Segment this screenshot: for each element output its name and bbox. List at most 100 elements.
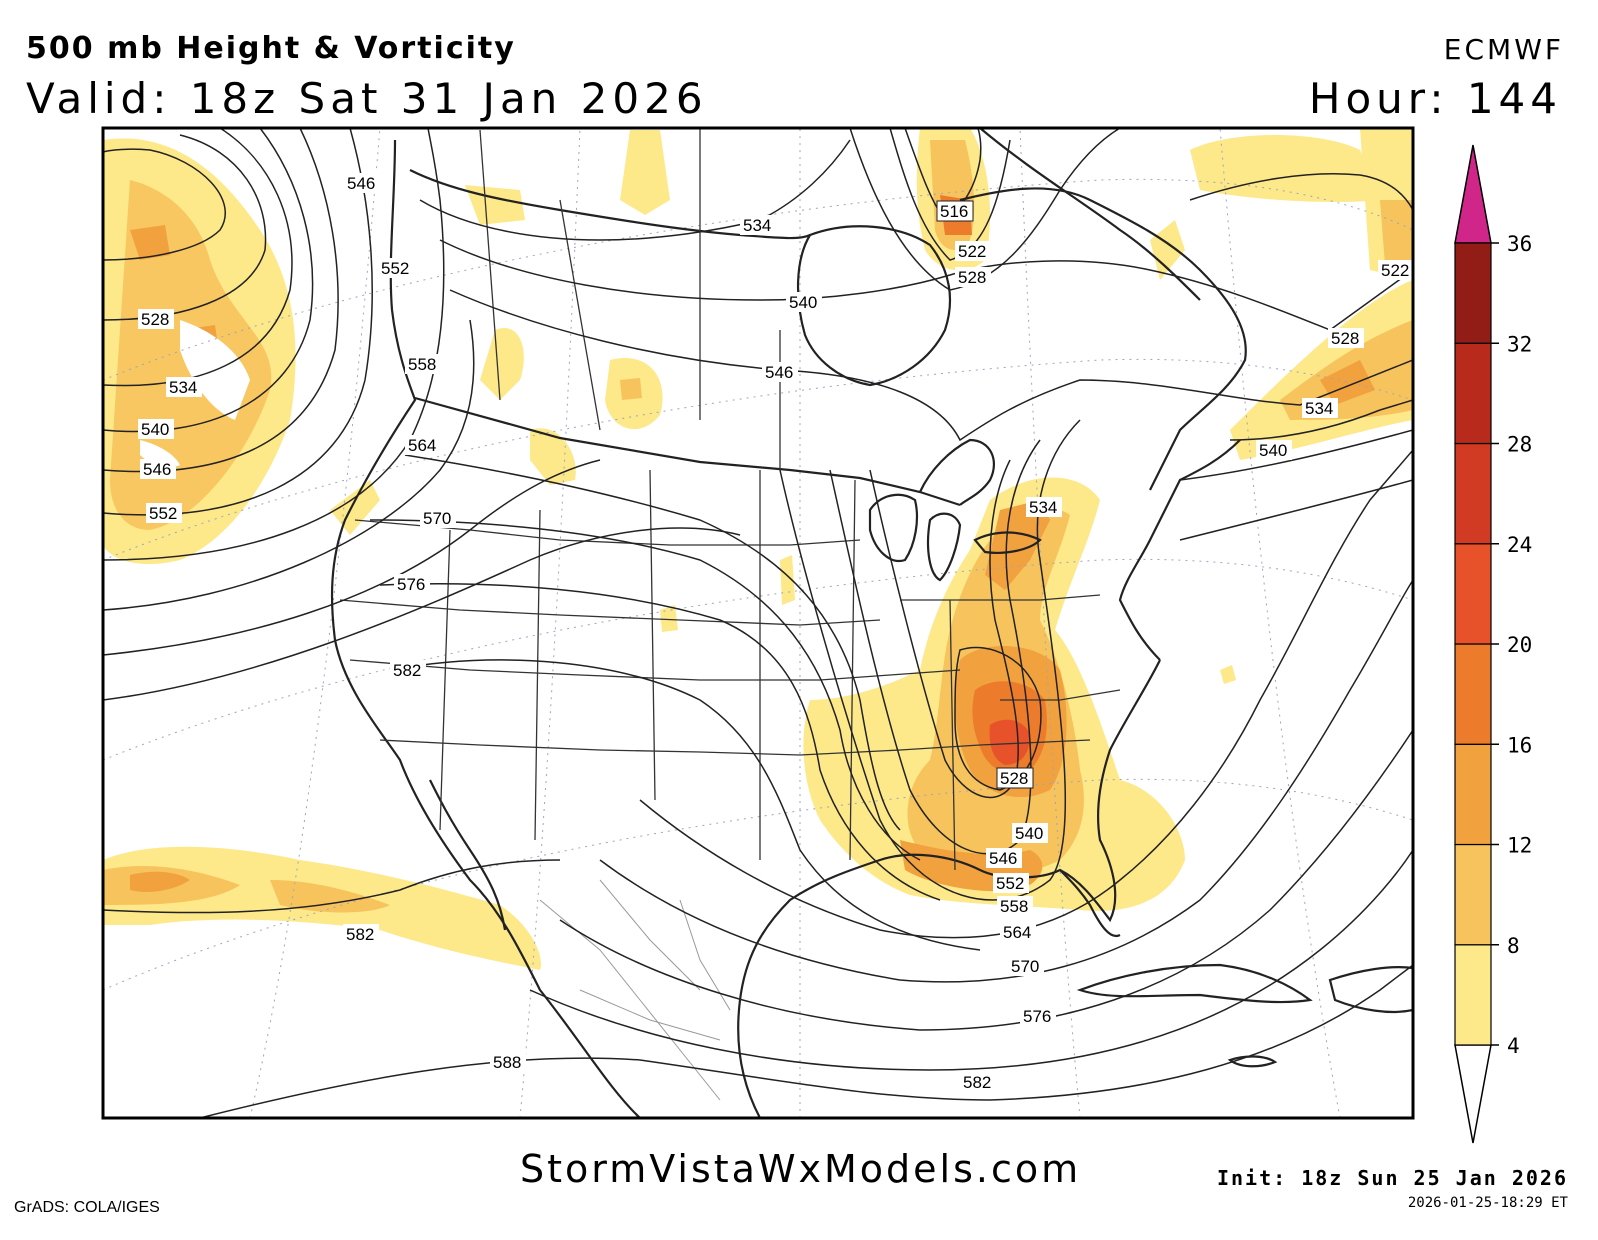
contour-label-528-pac: 528 bbox=[138, 309, 174, 329]
colorbar-label-28: 28 bbox=[1507, 433, 1532, 457]
svg-text:558: 558 bbox=[408, 355, 436, 374]
svg-text:588: 588 bbox=[493, 1053, 521, 1072]
svg-text:546: 546 bbox=[989, 849, 1017, 868]
contour-label-552-pac: 552 bbox=[146, 503, 182, 523]
svg-text:582: 582 bbox=[963, 1073, 991, 1092]
svg-text:528: 528 bbox=[1000, 769, 1028, 788]
contour-label-576-ca: 576 bbox=[394, 574, 430, 594]
svg-text:516: 516 bbox=[940, 202, 968, 221]
forecast-hour: Hour: 144 bbox=[1308, 74, 1562, 123]
colorbar-label-12: 12 bbox=[1507, 834, 1532, 858]
site-watermark: StormVistaWxModels.com bbox=[520, 1147, 1082, 1191]
svg-text:582: 582 bbox=[393, 661, 421, 680]
svg-text:552: 552 bbox=[149, 504, 177, 523]
contour-label-582-pac: 582 bbox=[343, 924, 379, 944]
graticule bbox=[103, 128, 1413, 1118]
svg-text:534: 534 bbox=[169, 378, 197, 397]
colorbar-label-24: 24 bbox=[1507, 533, 1532, 557]
contour-label-552-bc: 552 bbox=[378, 258, 414, 278]
contour-label-564-gulf: 564 bbox=[1000, 922, 1036, 942]
title-line1: 500 mb Height & Vorticity bbox=[26, 31, 516, 66]
colorbar-band-8 bbox=[1454, 843, 1492, 946]
contour-label-570-gulf: 570 bbox=[1008, 956, 1044, 976]
contour-label-522-baffin: 522 bbox=[955, 241, 991, 261]
contour-label-552-fl: 552 bbox=[993, 873, 1029, 893]
contour-label-570-or: 570 bbox=[420, 508, 456, 528]
map-frame bbox=[101, 126, 1415, 1120]
svg-text:522: 522 bbox=[958, 242, 986, 261]
contour-label-540-pac: 540 bbox=[138, 419, 174, 439]
svg-text:540: 540 bbox=[1015, 824, 1043, 843]
contour-label-528-ne: 528 bbox=[1328, 328, 1364, 348]
init-time: Init: 18z Sun 25 Jan 2026 bbox=[1216, 1166, 1568, 1190]
colorbar-top-arrow bbox=[1454, 144, 1492, 244]
colorbar-label-8: 8 bbox=[1507, 934, 1520, 958]
svg-text:552: 552 bbox=[996, 874, 1024, 893]
svg-text:522: 522 bbox=[1381, 261, 1409, 280]
generated-timestamp: 2026-01-25-18:29 ET bbox=[1407, 1195, 1568, 1211]
colorbar-label-36: 36 bbox=[1507, 232, 1532, 256]
colorbar-band-20 bbox=[1454, 543, 1492, 645]
svg-text:534: 534 bbox=[1305, 399, 1333, 418]
contour-label-546-pac: 546 bbox=[140, 459, 176, 479]
svg-text:546: 546 bbox=[347, 174, 375, 193]
svg-text:528: 528 bbox=[141, 310, 169, 329]
colorbar-band-24 bbox=[1454, 442, 1492, 545]
contour-label-558-bc: 558 bbox=[405, 354, 441, 374]
contour-label-576-carib: 576 bbox=[1020, 1006, 1056, 1026]
grads-credit: GrADS: COLA/IGES bbox=[14, 1199, 160, 1216]
contour-label-534-ny: 534 bbox=[1026, 497, 1062, 517]
colorbar-band-16 bbox=[1454, 643, 1492, 745]
svg-text:552: 552 bbox=[381, 259, 409, 278]
contour-label-588-mex: 588 bbox=[490, 1052, 526, 1072]
colorbar-band-4 bbox=[1454, 944, 1492, 1046]
contour-label-534-pac: 534 bbox=[166, 377, 202, 397]
contour-label-522-ne: 522 bbox=[1378, 260, 1413, 280]
colorbar-label-20: 20 bbox=[1507, 633, 1532, 657]
model-name: ECMWF bbox=[1443, 33, 1564, 66]
contour-label-546-mb: 546 bbox=[762, 362, 798, 382]
svg-text:576: 576 bbox=[1023, 1007, 1051, 1026]
colorbar-band-32 bbox=[1454, 242, 1492, 344]
svg-text:564: 564 bbox=[1003, 923, 1031, 942]
contour-label-540-ne: 540 bbox=[1256, 440, 1292, 460]
svg-text:564: 564 bbox=[408, 436, 436, 455]
contour-label-528-ga: 528 bbox=[996, 767, 1034, 789]
svg-text:582: 582 bbox=[346, 925, 374, 944]
contour-label-540-fl: 540 bbox=[1012, 823, 1048, 843]
contour-label-546-ak: 546 bbox=[344, 173, 380, 193]
svg-text:540: 540 bbox=[1259, 441, 1287, 460]
vorticity-shading bbox=[103, 128, 1413, 970]
colorbar-label-4: 4 bbox=[1507, 1034, 1520, 1058]
colorbar-band-12 bbox=[1454, 743, 1492, 846]
contour-label-582-ca: 582 bbox=[390, 660, 426, 680]
contour-label-534-arctic: 534 bbox=[740, 215, 776, 235]
svg-text:570: 570 bbox=[423, 509, 451, 528]
contour-label-564-wa: 564 bbox=[405, 435, 441, 455]
valid-time: Valid: 18z Sat 31 Jan 2026 bbox=[26, 74, 708, 123]
colorbar-label-16: 16 bbox=[1507, 733, 1532, 757]
contour-label-558-fl: 558 bbox=[997, 896, 1033, 916]
svg-text:546: 546 bbox=[765, 363, 793, 382]
svg-text:528: 528 bbox=[1331, 329, 1359, 348]
contour-label-582-carib: 582 bbox=[960, 1072, 996, 1092]
contour-label-516-baffin: 516 bbox=[936, 200, 974, 222]
svg-text:570: 570 bbox=[1011, 957, 1039, 976]
svg-text:540: 540 bbox=[141, 420, 169, 439]
svg-text:540: 540 bbox=[789, 293, 817, 312]
svg-text:558: 558 bbox=[1000, 897, 1028, 916]
svg-text:534: 534 bbox=[1029, 498, 1057, 517]
contour-label-534-ne: 534 bbox=[1302, 398, 1338, 418]
contour-label-540-nwt: 540 bbox=[786, 292, 822, 312]
boundaries bbox=[330, 128, 1413, 1118]
colorbar-band-28 bbox=[1454, 342, 1492, 445]
svg-text:546: 546 bbox=[143, 460, 171, 479]
colorbar: 4 8 12 16 20 24 28 32 36 bbox=[1454, 144, 1532, 1144]
colorbar-bottom-arrow bbox=[1454, 1044, 1492, 1144]
svg-text:576: 576 bbox=[397, 575, 425, 594]
height-contours bbox=[103, 128, 1413, 1118]
svg-text:534: 534 bbox=[743, 216, 771, 235]
contour-label-528-baffin: 528 bbox=[955, 267, 991, 287]
contour-label-546-fl: 546 bbox=[986, 848, 1022, 868]
